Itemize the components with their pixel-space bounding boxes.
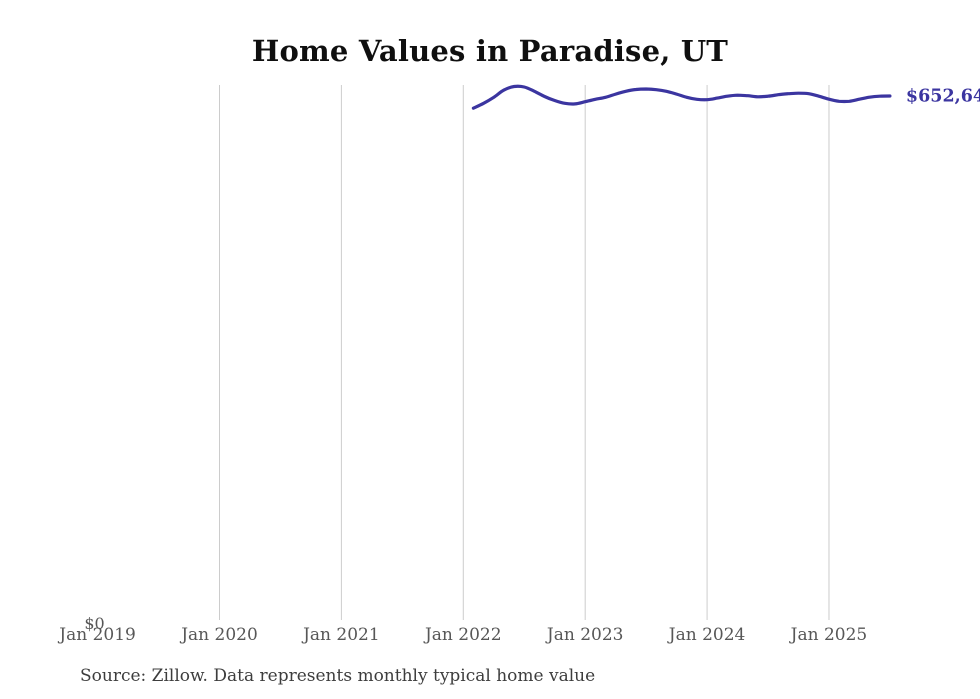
source-note: Source: Zillow. Data represents monthly … — [80, 666, 596, 686]
x-tick-label: Jan 2024 — [667, 625, 746, 645]
x-tick-label: Jan 2025 — [789, 625, 868, 645]
home-value-line — [471, 84, 892, 110]
chart-title: Home Values in Paradise, UT — [251, 34, 729, 68]
x-tick-label: Jan 2020 — [179, 625, 258, 645]
x-tick-label: Jan 2021 — [301, 625, 380, 645]
x-tick-label: Jan 2019 — [57, 625, 136, 645]
current-value-label: $652,644 — [906, 86, 980, 106]
x-tick-label: Jan 2023 — [545, 625, 624, 645]
x-tick-label: Jan 2022 — [423, 625, 502, 645]
y-zero-label: $0 — [84, 614, 104, 633]
